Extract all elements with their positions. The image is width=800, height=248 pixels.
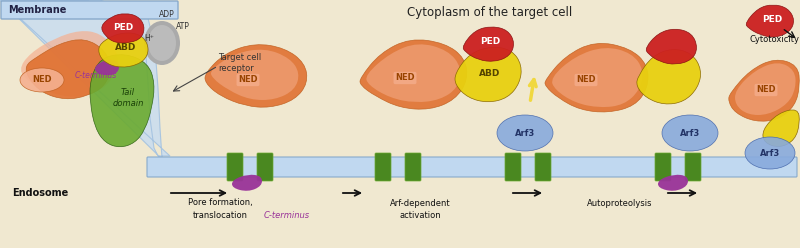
Text: NED: NED xyxy=(238,75,258,85)
Text: translocation: translocation xyxy=(193,212,247,220)
Text: ABD: ABD xyxy=(115,43,137,53)
Text: PED: PED xyxy=(113,23,133,31)
Text: H⁺: H⁺ xyxy=(144,34,154,43)
Text: Tail
domain: Tail domain xyxy=(112,88,144,108)
Text: Target cell
receptor: Target cell receptor xyxy=(218,53,262,73)
Ellipse shape xyxy=(20,68,64,92)
FancyBboxPatch shape xyxy=(655,153,671,181)
FancyBboxPatch shape xyxy=(1,1,178,19)
PathPatch shape xyxy=(90,55,154,147)
PathPatch shape xyxy=(360,40,466,109)
Text: ABD: ABD xyxy=(479,68,501,77)
Text: NED: NED xyxy=(32,75,52,85)
Text: Arf3: Arf3 xyxy=(515,128,535,137)
Text: PED: PED xyxy=(762,15,782,25)
Text: NED: NED xyxy=(756,86,776,94)
FancyBboxPatch shape xyxy=(505,153,521,181)
PathPatch shape xyxy=(646,29,697,64)
FancyBboxPatch shape xyxy=(405,153,421,181)
PathPatch shape xyxy=(205,45,306,107)
Text: Endosome: Endosome xyxy=(12,188,68,198)
Text: Cytotoxicity: Cytotoxicity xyxy=(750,35,800,44)
PathPatch shape xyxy=(0,0,170,167)
PathPatch shape xyxy=(455,47,521,102)
FancyBboxPatch shape xyxy=(147,157,797,177)
Text: activation: activation xyxy=(399,212,441,220)
Text: Autoproteolysis: Autoproteolysis xyxy=(587,198,653,208)
Text: ATP: ATP xyxy=(176,22,190,31)
PathPatch shape xyxy=(95,60,119,75)
PathPatch shape xyxy=(552,48,642,107)
PathPatch shape xyxy=(735,63,795,115)
PathPatch shape xyxy=(102,14,144,43)
Text: Cytoplasm of the target cell: Cytoplasm of the target cell xyxy=(407,6,573,19)
FancyBboxPatch shape xyxy=(375,153,391,181)
PathPatch shape xyxy=(98,33,148,67)
Ellipse shape xyxy=(148,25,176,61)
FancyBboxPatch shape xyxy=(227,153,243,181)
Text: PED: PED xyxy=(480,37,500,47)
PathPatch shape xyxy=(21,31,118,97)
PathPatch shape xyxy=(763,110,799,147)
Ellipse shape xyxy=(497,115,553,151)
PathPatch shape xyxy=(463,27,514,61)
PathPatch shape xyxy=(658,175,688,191)
Text: NED: NED xyxy=(395,73,415,83)
Text: Pore formation,: Pore formation, xyxy=(188,198,252,208)
Text: NED: NED xyxy=(576,75,596,85)
Ellipse shape xyxy=(144,21,180,65)
PathPatch shape xyxy=(545,43,648,112)
PathPatch shape xyxy=(746,5,794,37)
PathPatch shape xyxy=(637,50,701,104)
Text: Arf3: Arf3 xyxy=(680,128,700,137)
Text: Membrane: Membrane xyxy=(8,5,66,15)
FancyBboxPatch shape xyxy=(535,153,551,181)
PathPatch shape xyxy=(366,44,461,102)
FancyBboxPatch shape xyxy=(685,153,701,181)
PathPatch shape xyxy=(232,175,262,191)
Text: C-terminus: C-terminus xyxy=(75,71,118,80)
FancyBboxPatch shape xyxy=(257,153,273,181)
PathPatch shape xyxy=(211,50,298,100)
PathPatch shape xyxy=(26,40,110,99)
Ellipse shape xyxy=(662,115,718,151)
PathPatch shape xyxy=(729,60,799,121)
Ellipse shape xyxy=(745,137,795,169)
Text: Arf-dependent: Arf-dependent xyxy=(390,198,450,208)
Text: ADP: ADP xyxy=(159,10,175,19)
Text: C-terminus: C-terminus xyxy=(264,212,310,220)
Text: Arf3: Arf3 xyxy=(760,149,780,157)
